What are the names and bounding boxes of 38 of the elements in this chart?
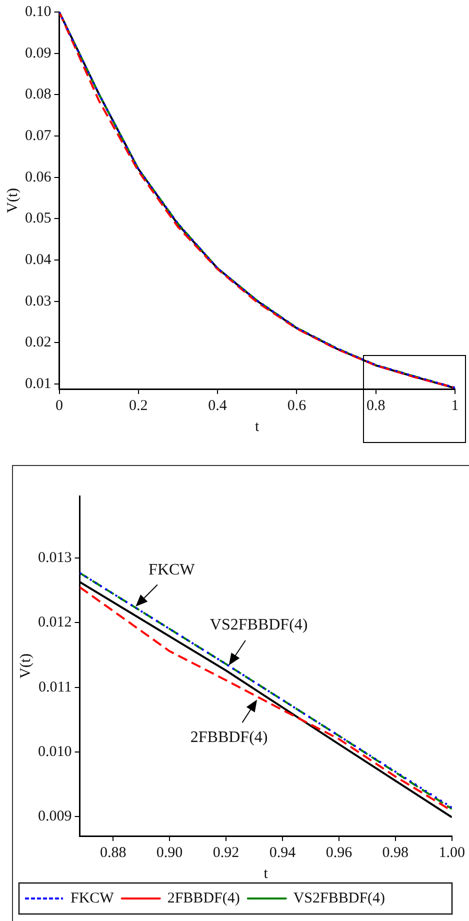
y-tick-label: 0.08	[25, 86, 52, 103]
x-tick-label: 0.88	[100, 844, 126, 861]
y-tick-label: 0.04	[25, 252, 52, 268]
y-tick-label: 0.010	[38, 744, 72, 760]
x-tick-label: 1	[451, 398, 459, 414]
y-tick-label: 0.09	[25, 45, 52, 62]
y-tick-label: 0.02	[25, 334, 52, 351]
y-tick-label: 0.03	[25, 293, 52, 310]
x-axis-title: t	[255, 418, 260, 435]
legend-label: VS2FBBDF(4)	[293, 890, 386, 906]
y-axis-title: V(t)	[18, 654, 34, 678]
x-tick-label: 0.8	[366, 398, 386, 414]
annotation: 2FBBDF(4)	[190, 728, 268, 746]
y-tick-label: 0.01	[25, 376, 52, 392]
legend-label: FKCW	[70, 890, 115, 906]
legend-label: 2FBBDF(4)	[167, 890, 240, 906]
y-tick-label: 0.05	[25, 210, 52, 227]
y-tick-label: 0.013	[38, 550, 72, 566]
x-tick-label: 0.98	[382, 844, 409, 861]
x-tick-label: 0.90	[156, 844, 183, 861]
annotation: FKCW	[148, 562, 196, 579]
annotation: VS2FBBDF(4)	[210, 616, 308, 634]
x-tick-label: 0	[56, 398, 63, 414]
x-tick-label: 0.94	[269, 844, 296, 861]
x-axis-title: t	[264, 866, 269, 882]
y-tick-label: 0.06	[25, 169, 52, 186]
y-tick-label: 0.07	[25, 128, 52, 144]
x-tick-label: 0.4	[208, 398, 228, 414]
y-axis-title: V(t)	[4, 188, 21, 213]
y-tick-label: 0.011	[38, 679, 72, 696]
x-tick-label: 0.96	[326, 844, 353, 861]
y-tick-label: 0.012	[38, 614, 72, 631]
y-tick-label: 0.009	[38, 808, 72, 825]
x-tick-label: 0.92	[212, 844, 240, 861]
x-tick-label: 0.6	[287, 398, 307, 414]
x-tick-label: 1.00	[438, 844, 465, 861]
x-tick-label: 0.2	[129, 398, 148, 414]
y-tick-label: 0.10	[25, 4, 52, 20]
